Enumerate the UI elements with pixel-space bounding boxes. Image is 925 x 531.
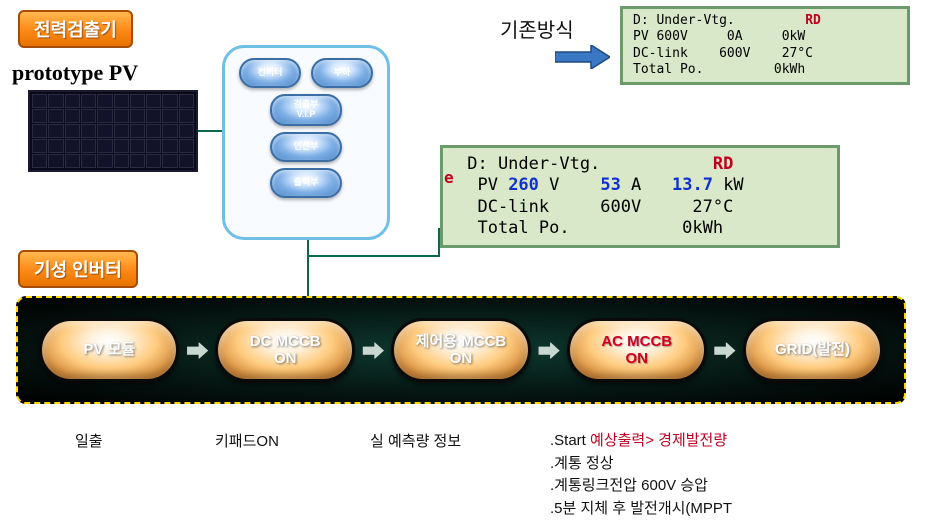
arrow-right-icon bbox=[555, 45, 610, 69]
flow-node: 제어용 MCCBON bbox=[391, 318, 531, 382]
connector-hub-flow-v bbox=[307, 240, 309, 296]
connector-lcd-v bbox=[438, 228, 440, 257]
flow-node: GRID(발전) bbox=[743, 318, 883, 382]
flow-node: AC MCCBON bbox=[567, 318, 707, 382]
caption-keypad: 키패드ON bbox=[215, 430, 279, 451]
pv-panel-graphic bbox=[28, 90, 198, 172]
hub-node-compute: 연산부 bbox=[270, 132, 342, 162]
function-hub: 컨버터 부하 검출부V.I.P 연산부 출력부 bbox=[222, 45, 390, 240]
hub-node-detect: 검출부V.I.P bbox=[270, 94, 342, 126]
lcd-display-new: D: Under-Vtg. RD PV 260 V 53 A 13.7 kW D… bbox=[440, 145, 840, 248]
inverter-flow-bar: PV 모듈⮕DC MCCBON⮕제어용 MCCBON⮕AC MCCBON⮕GRI… bbox=[16, 296, 906, 404]
flow-arrow-icon: ⮕ bbox=[186, 334, 208, 366]
connector-hub-lcd-h bbox=[307, 255, 440, 257]
flow-arrow-icon: ⮕ bbox=[538, 334, 560, 366]
badge-detector: 전력검출기 bbox=[18, 10, 133, 48]
existing-method-label: 기존방식 bbox=[500, 14, 574, 43]
caption-sunrise: 일출 bbox=[75, 430, 103, 451]
prototype-label: prototype PV bbox=[12, 60, 138, 86]
hub-node-load: 부하 bbox=[311, 58, 373, 88]
caption-forecast: 실 예측량 정보 bbox=[370, 430, 461, 451]
badge-inverter: 기성 인버터 bbox=[18, 250, 138, 288]
lcd-display-old: D: Under-Vtg. RDPV 600V 0A 0kWDC-link 60… bbox=[620, 6, 910, 85]
flow-node: PV 모듈 bbox=[39, 318, 179, 382]
hub-node-converter: 컨버터 bbox=[239, 58, 301, 88]
flow-arrow-icon: ⮕ bbox=[714, 334, 736, 366]
caption-start-conditions: .Start 예상출력> 경제발전량.계통 정상.계통링크전압 600V 승압.… bbox=[550, 430, 732, 520]
connector-pv-hub bbox=[198, 130, 222, 132]
e-marker: e bbox=[444, 168, 454, 187]
flow-arrow-icon: ⮕ bbox=[362, 334, 384, 366]
hub-node-output: 출력부 bbox=[270, 168, 342, 198]
flow-node: DC MCCBON bbox=[215, 318, 355, 382]
